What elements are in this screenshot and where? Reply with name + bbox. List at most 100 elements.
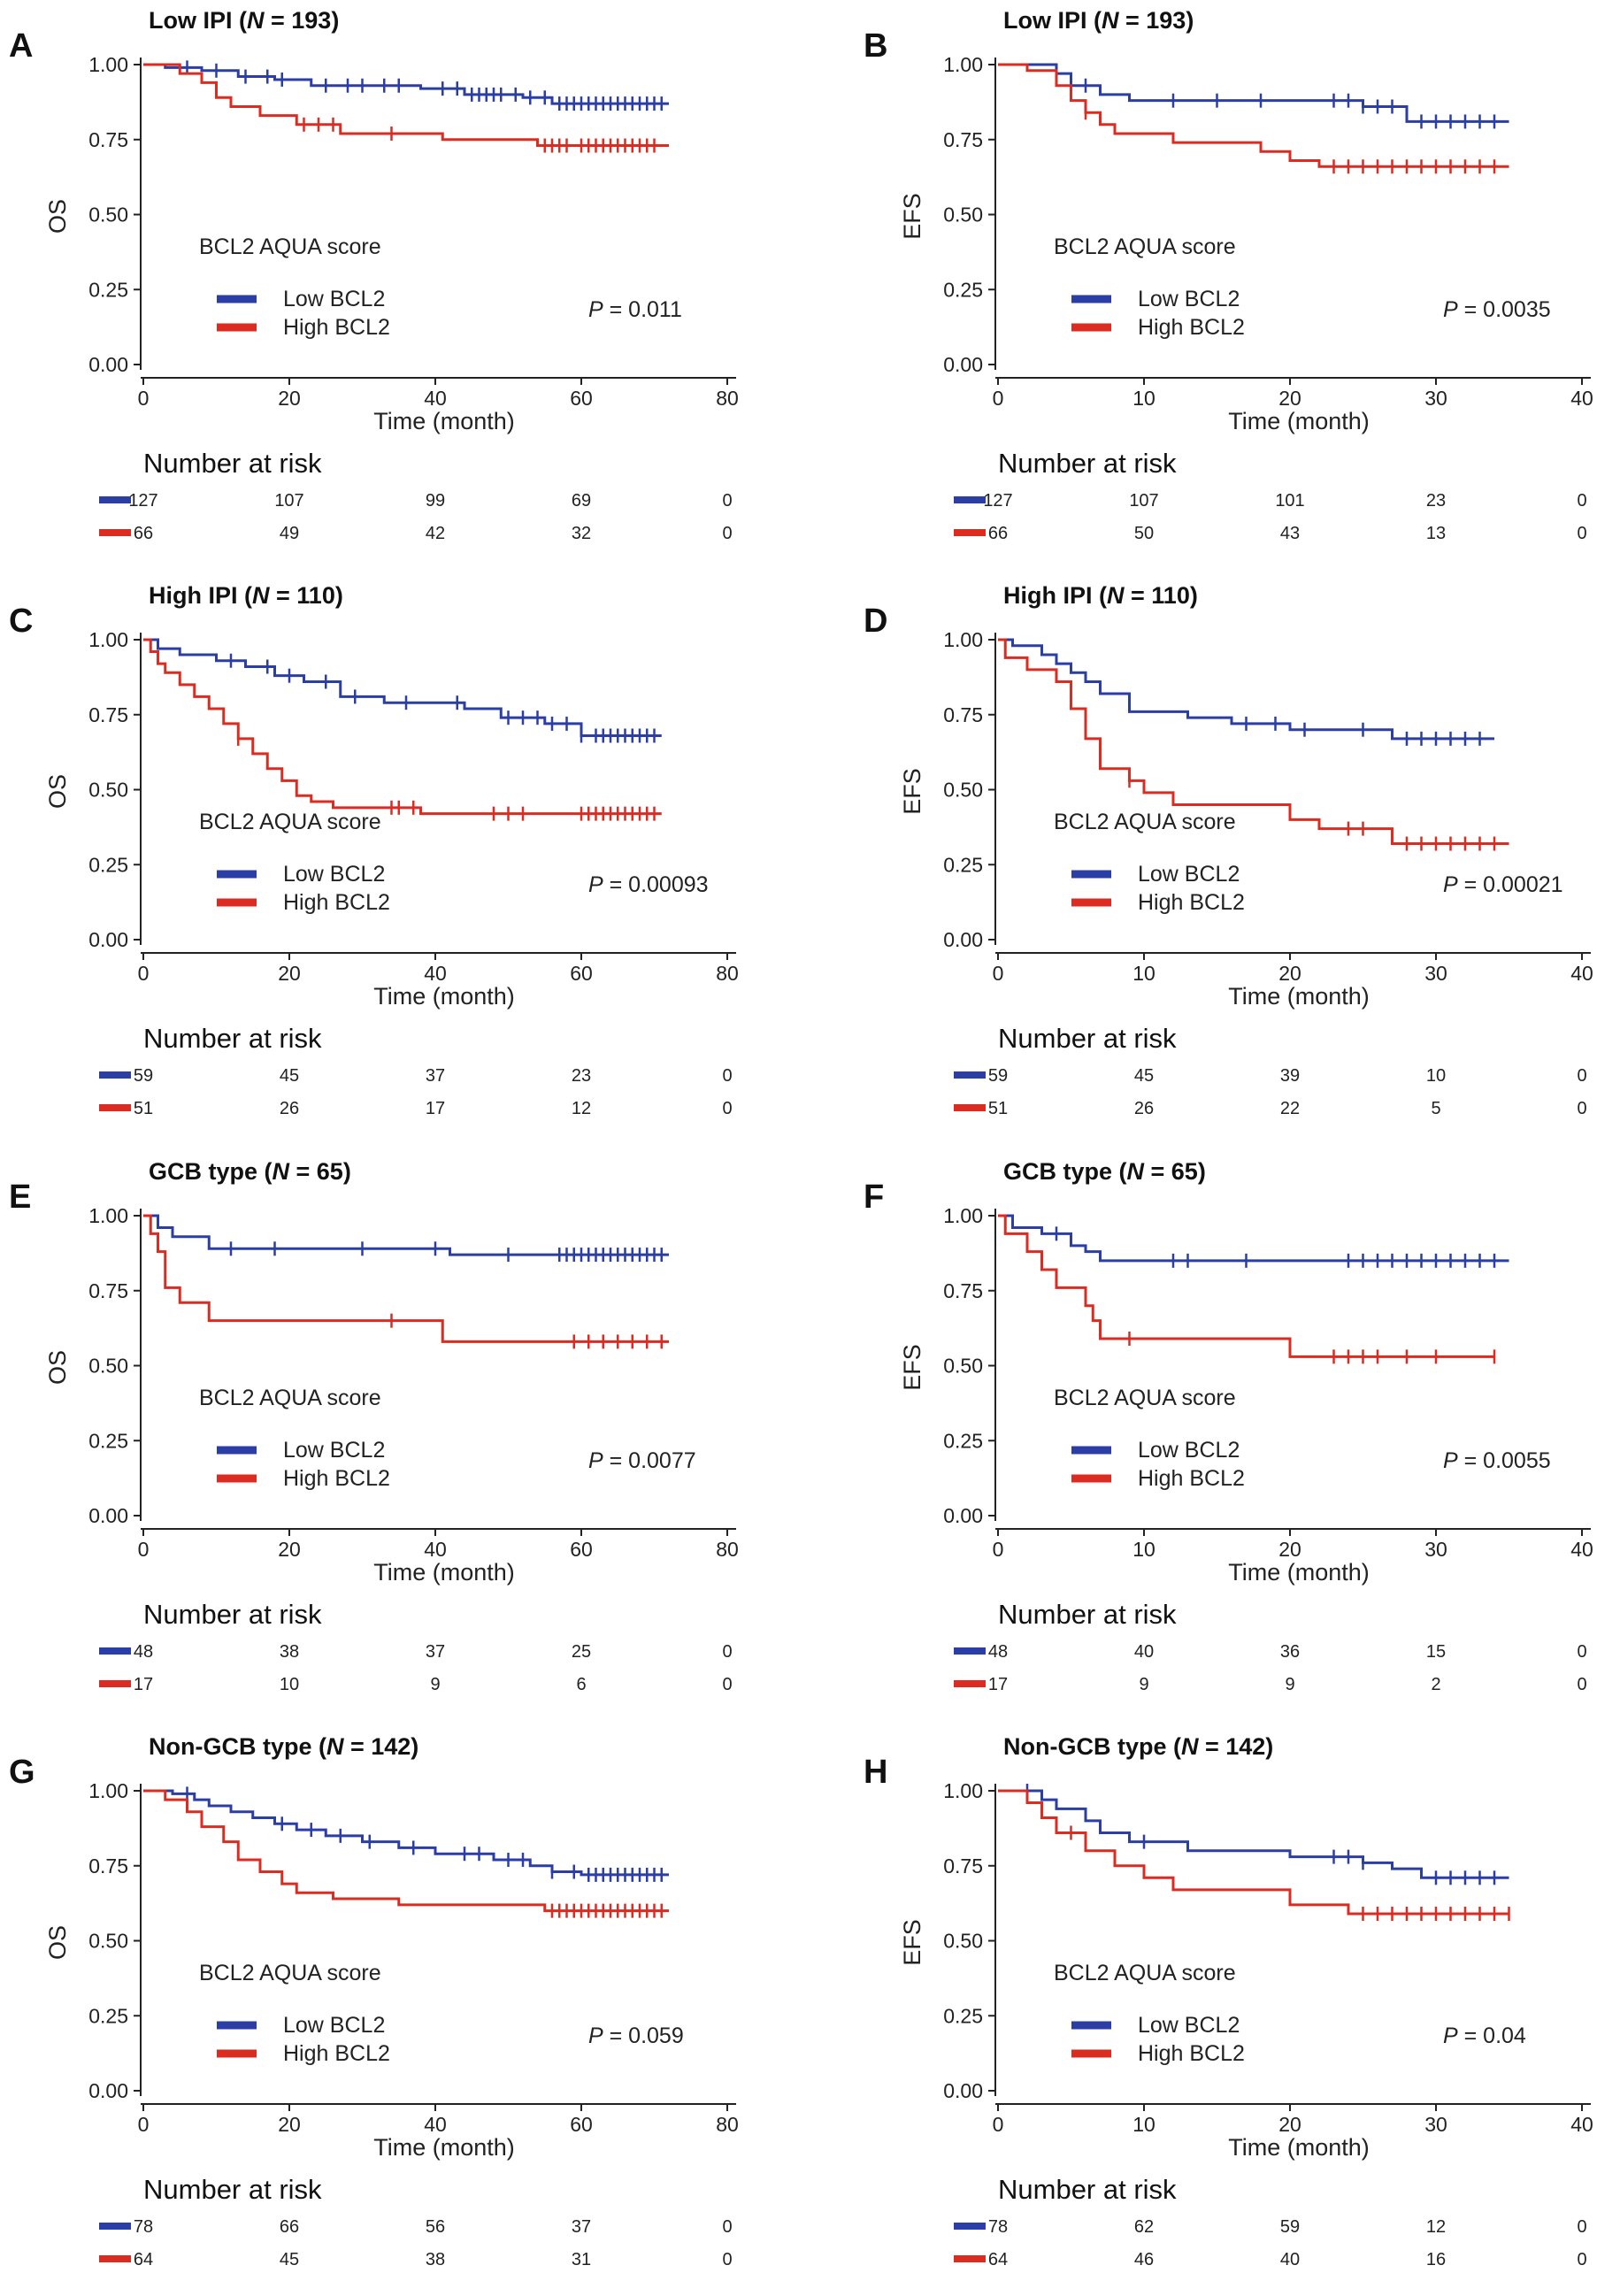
legend-label-high: High BCL2	[283, 315, 390, 340]
risk-count: 46	[1134, 2250, 1154, 2269]
p-value-number: = 0.0055	[1458, 1448, 1551, 1473]
km-curve-low-bcl2	[143, 63, 669, 105]
km-curve-high-bcl2	[998, 1214, 1494, 1358]
risk-count: 17	[134, 1675, 153, 1694]
chart-title-n: N	[1181, 1733, 1199, 1760]
x-tick-label: 30	[1424, 962, 1447, 985]
x-tick-label: 80	[716, 962, 739, 985]
risk-count: 0	[722, 2217, 732, 2237]
km-chart-svg: B Low IPI (N = 193) 0.00 0.25 0.50 0.75 1.00 EF…	[864, 7, 1593, 543]
panel-letter: B	[864, 27, 887, 65]
legend-label-high: High BCL2	[1138, 2041, 1245, 2066]
x-tick-label: 20	[1278, 387, 1301, 410]
x-tick-label: 0	[138, 1538, 150, 1561]
risk-count: 127	[983, 491, 1012, 511]
chart-title-prefix: Low IPI (	[1003, 7, 1102, 34]
x-tick-label: 30	[1424, 387, 1447, 410]
risk-count: 40	[1280, 2250, 1300, 2269]
km-curve-low-bcl2	[143, 1214, 669, 1256]
risk-table-title: Number at risk	[143, 1023, 322, 1054]
x-axis-label: Time (month)	[1228, 408, 1370, 434]
legend-label-high: High BCL2	[283, 2041, 390, 2066]
risk-count: 62	[1134, 2217, 1154, 2237]
km-curve-low-bcl2	[998, 1789, 1509, 1879]
chart-title-prefix: Non-GCB type (	[1003, 1733, 1181, 1760]
p-value-label: P	[1443, 297, 1458, 322]
risk-table-title: Number at risk	[998, 1023, 1177, 1054]
p-value-label: P	[588, 297, 603, 322]
y-axis-label: OS	[44, 1925, 71, 1960]
chart-title-suffix: = 142)	[1198, 1733, 1273, 1760]
y-tick-label: 0.25	[88, 2004, 128, 2027]
chart-title-suffix: = 65)	[1144, 1158, 1206, 1185]
risk-count: 45	[280, 1066, 299, 1086]
legend-title: BCL2 AQUA score	[199, 1386, 381, 1410]
risk-count: 32	[572, 524, 591, 543]
risk-count: 37	[426, 1066, 445, 1086]
legend-title: BCL2 AQUA score	[199, 234, 381, 259]
km-chart-svg: G Non-GCB type (N = 142) 0.00 0.25 0.50 0.75 1…	[9, 1733, 739, 2269]
km-panel-h: H Non-GCB type (N = 142) 0.00 0.25 0.50 0.75 1…	[855, 1726, 1620, 2296]
risk-table-title: Number at risk	[143, 1599, 322, 1630]
p-value-label: P	[1443, 1448, 1458, 1473]
legend-label-high: High BCL2	[283, 890, 390, 915]
risk-count: 43	[1280, 524, 1300, 543]
risk-count: 37	[572, 2217, 591, 2237]
x-tick-label: 40	[424, 962, 447, 985]
chart-title: GCB type (N = 65)	[149, 1158, 351, 1185]
risk-table-title: Number at risk	[143, 448, 322, 479]
y-tick-label: 1.00	[88, 1204, 128, 1227]
legend-label-low: Low BCL2	[283, 1438, 385, 1463]
y-axis-label: EFS	[899, 193, 925, 240]
p-value-label: P	[1443, 872, 1458, 897]
x-axis-label: Time (month)	[373, 2134, 515, 2161]
x-tick-label: 60	[570, 1538, 593, 1561]
risk-count: 49	[280, 524, 299, 543]
risk-count: 36	[1280, 1642, 1300, 1662]
risk-count: 38	[426, 2250, 445, 2269]
km-curve-high-bcl2	[143, 638, 662, 816]
chart-title: Non-GCB type (N = 142)	[149, 1733, 418, 1760]
legend-label-high: High BCL2	[1138, 890, 1245, 915]
legend-label-low: Low BCL2	[1138, 2013, 1240, 2038]
y-tick-label: 1.00	[88, 53, 128, 76]
risk-count: 42	[426, 524, 445, 543]
x-axis-label: Time (month)	[1228, 1559, 1370, 1586]
y-tick-label: 0.50	[943, 1930, 983, 1953]
km-curve-high-bcl2	[143, 1214, 669, 1343]
chart-title: GCB type (N = 65)	[1003, 1158, 1206, 1185]
y-tick-label: 1.00	[943, 628, 983, 651]
risk-table-title: Number at risk	[998, 2174, 1177, 2205]
risk-count: 48	[134, 1642, 153, 1662]
risk-count: 0	[1577, 2217, 1586, 2237]
p-value-label: P	[588, 872, 603, 897]
x-tick-label: 60	[570, 387, 593, 410]
km-curve-low-bcl2	[143, 1789, 669, 1877]
y-tick-label: 0.75	[88, 703, 128, 726]
y-tick-label: 0.50	[88, 203, 128, 227]
risk-count: 23	[1426, 491, 1446, 511]
legend-title: BCL2 AQUA score	[199, 1961, 381, 1985]
x-tick-label: 0	[138, 387, 150, 410]
p-value-label: P	[588, 2023, 603, 2048]
chart-title-prefix: GCB type (	[149, 1158, 273, 1185]
risk-count: 51	[134, 1099, 153, 1118]
legend-title: BCL2 AQUA score	[199, 810, 381, 834]
x-tick-label: 40	[424, 1538, 447, 1561]
p-value: P = 0.00021	[1443, 872, 1563, 897]
y-tick-label: 0.75	[88, 1279, 128, 1302]
y-tick-label: 1.00	[943, 53, 983, 76]
p-value-label: P	[1443, 2023, 1458, 2048]
panel-letter: H	[864, 1754, 887, 1791]
km-chart-svg: D High IPI (N = 110) 0.00 0.25 0.50 0.75 1.00 E…	[864, 582, 1593, 1118]
p-value: P = 0.00093	[588, 872, 709, 897]
risk-count: 64	[134, 2250, 153, 2269]
y-tick-label: 0.50	[943, 1355, 983, 1378]
risk-count: 59	[988, 1066, 1008, 1086]
p-value: P = 0.059	[588, 2023, 684, 2048]
p-value: P = 0.011	[588, 297, 682, 322]
risk-count: 25	[572, 1642, 591, 1662]
risk-count: 17	[426, 1099, 445, 1118]
km-panel-f: F GCB type (N = 65) 0.00 0.25 0.50 0.75 1.00 EF…	[855, 1151, 1620, 1721]
chart-title-suffix: = 110)	[270, 582, 343, 609]
